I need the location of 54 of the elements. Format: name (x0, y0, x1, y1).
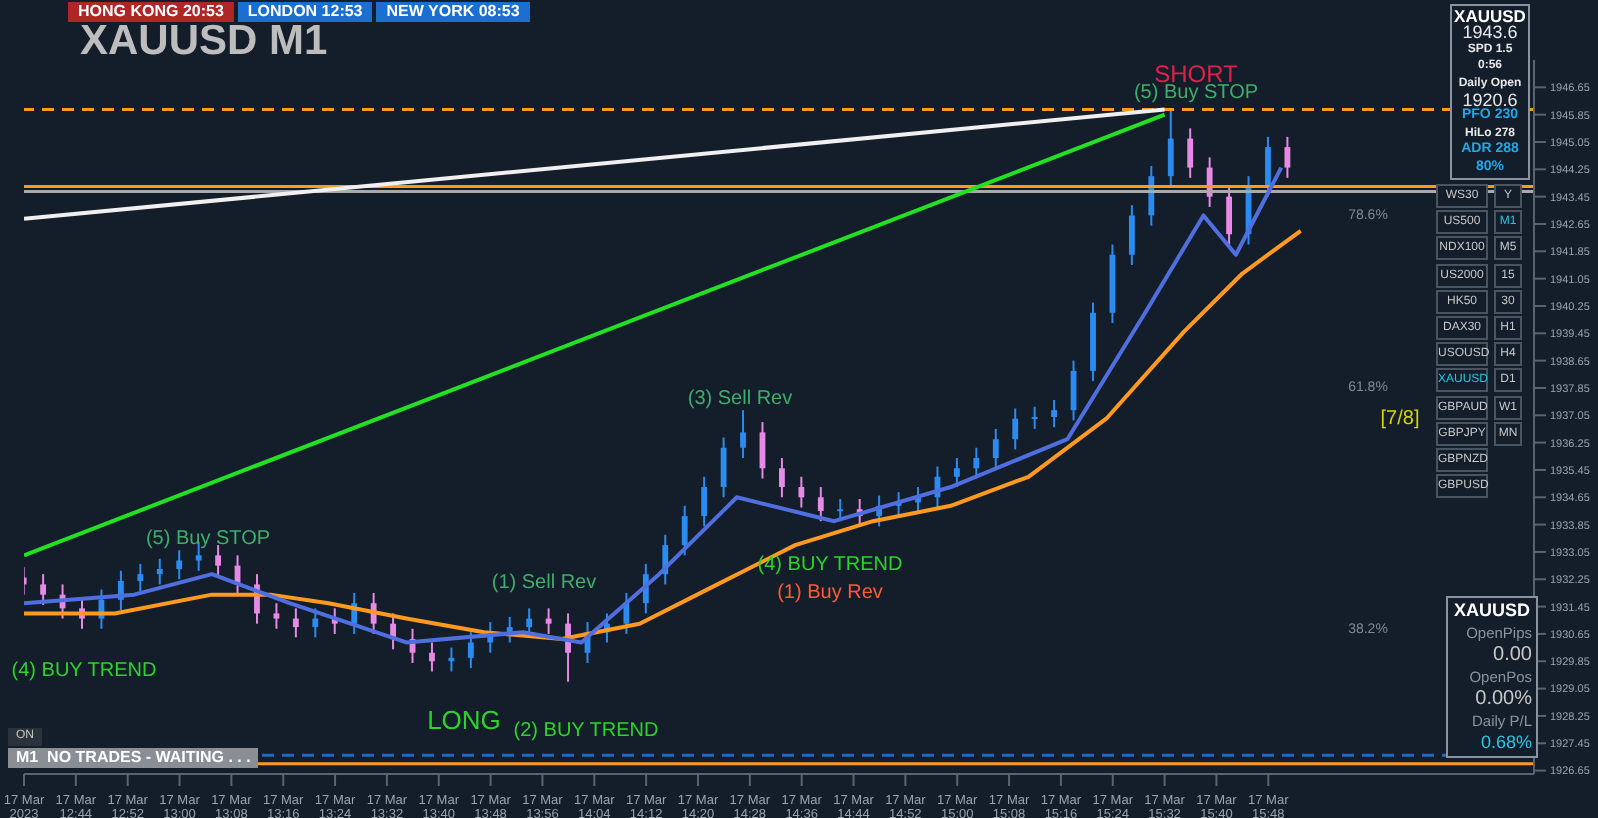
candlestick (817, 486, 824, 523)
candlestick (720, 436, 727, 499)
candlestick (623, 591, 630, 635)
text: 1943.6 (1462, 22, 1518, 43)
annotation: 0.00% (1473, 688, 1532, 710)
candlestick (779, 457, 785, 499)
candlestick (1128, 204, 1135, 266)
candlestick (1051, 398, 1058, 429)
candlestick (1012, 407, 1019, 451)
candlestick (215, 544, 222, 577)
candlestick (448, 646, 455, 673)
annotation: (4) BUY TREND (11, 660, 157, 682)
annotation: 1920.6 (1460, 89, 1520, 110)
candlestick (681, 504, 688, 557)
candlestick (1284, 135, 1291, 179)
annotation: 0.00 (1491, 644, 1532, 666)
candlestick (973, 446, 980, 480)
annotation: (3) Sell Rev (687, 388, 793, 410)
candlestick (1226, 185, 1232, 246)
annotation: (5) Buy STOP (1133, 82, 1259, 104)
text: LONDON 12:53 (237, 2, 373, 22)
candlestick (953, 457, 960, 489)
text: NEW YORK 08:53 (376, 2, 530, 22)
text: XAUUSD (1452, 6, 1528, 26)
candlestick (740, 409, 746, 459)
candlestick (1265, 135, 1271, 198)
annotation: (5) Buy STOP (145, 528, 271, 550)
text: HONG KONG 20:53 (68, 2, 234, 22)
candlestick (1031, 405, 1038, 430)
candlestick (1187, 127, 1194, 179)
annotation: (4) BUY TREND (757, 554, 903, 576)
annotation: (1) Sell Rev (491, 572, 597, 594)
candlestick (545, 607, 552, 635)
annotation: LONG (427, 705, 501, 735)
candlestick (40, 573, 47, 606)
annotation: (1) Buy Rev (777, 582, 883, 604)
annotation: [7/8] (1380, 408, 1420, 430)
candlestick (798, 475, 805, 509)
annotation: M1 NO TRADES - WAITING . . . (8, 748, 259, 768)
candlestick (1167, 108, 1174, 188)
candlestick (467, 631, 474, 670)
candlestick (273, 602, 280, 630)
candlestick (156, 557, 163, 586)
annotation: XAUUSD (1452, 600, 1532, 622)
candlestick (992, 427, 999, 470)
candlestick (312, 607, 319, 639)
candlestick (292, 607, 299, 639)
candlestick (137, 562, 144, 593)
candlestick (429, 641, 435, 673)
annotation: 0.68% (1478, 732, 1532, 754)
candlestick (176, 549, 183, 581)
annotation: (2) BUY TREND (513, 720, 659, 742)
candlestick (701, 475, 708, 528)
chart-title: XAUUSD M1 (80, 18, 328, 66)
